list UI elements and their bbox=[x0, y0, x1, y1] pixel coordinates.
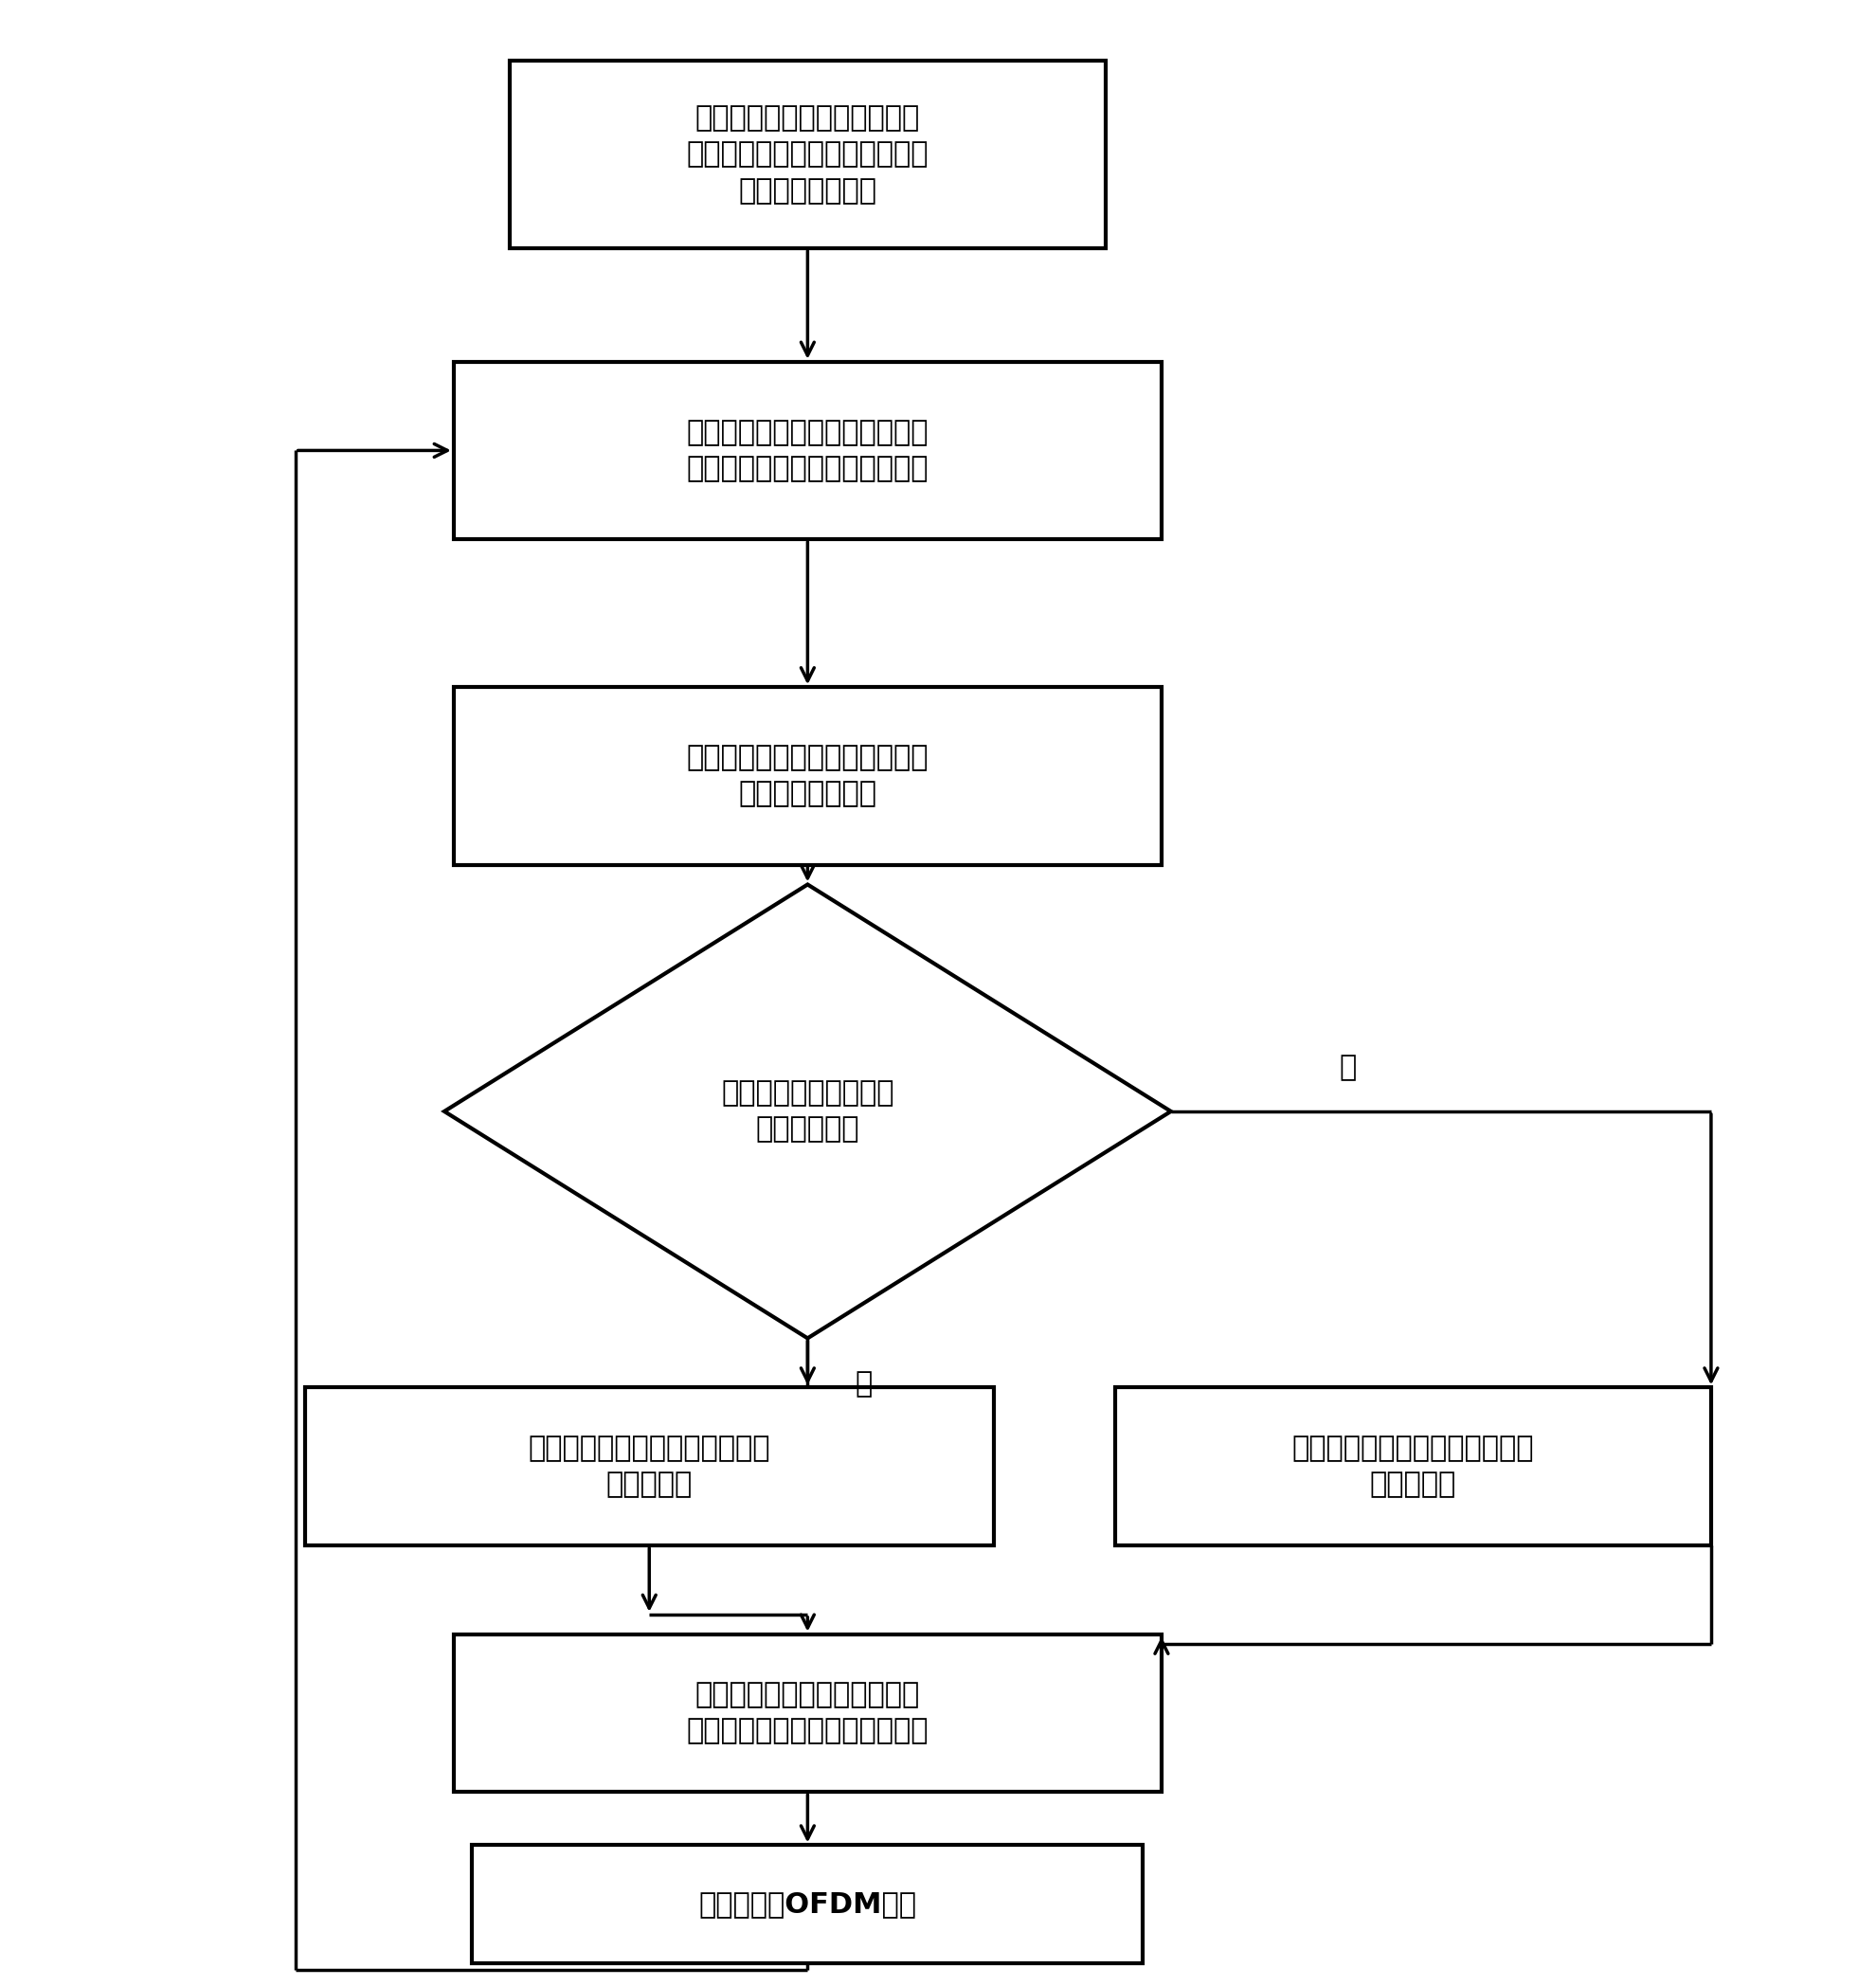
Bar bbox=[454, 687, 1161, 864]
Text: 根据访问概率向量进行时间估
计，根据时间估计进行频偏估计: 根据访问概率向量进行时间估 计，根据时间估计进行频偏估计 bbox=[687, 1682, 929, 1746]
Bar bbox=[304, 1388, 994, 1545]
Text: 选择同步参数估计的初始点，
将访问概率向量、移动点数和步
长因子参数初始化: 选择同步参数估计的初始点， 将访问概率向量、移动点数和步 长因子参数初始化 bbox=[687, 105, 929, 205]
Text: 获取下一个OFDM符号: 获取下一个OFDM符号 bbox=[698, 1891, 917, 1918]
Bar bbox=[1114, 1388, 1711, 1545]
Text: 用定步长方法更新访问概率向量
和步长因子: 用定步长方法更新访问概率向量 和步长因子 bbox=[1293, 1434, 1535, 1497]
Text: 判断移动方向与上次迭代是否相
同，更新移动点数: 判断移动方向与上次迭代是否相 同，更新移动点数 bbox=[687, 745, 929, 808]
Bar bbox=[473, 1845, 1142, 1964]
Bar bbox=[454, 361, 1161, 540]
Text: 用变步长方法更新访问概率向量
和步长因子: 用变步长方法更新访问概率向量 和步长因子 bbox=[529, 1434, 771, 1497]
Text: 访问概率向量的峰值是
否高于门限值: 访问概率向量的峰值是 否高于门限值 bbox=[720, 1080, 895, 1144]
Text: 将参考点和相邻点代入迭代价函
数，朝着该函数值大的方向移动: 将参考点和相邻点代入迭代价函 数，朝着该函数值大的方向移动 bbox=[687, 419, 929, 483]
Text: 否: 否 bbox=[1339, 1055, 1356, 1082]
Polygon shape bbox=[445, 884, 1171, 1339]
Bar bbox=[510, 62, 1105, 248]
Bar bbox=[454, 1634, 1161, 1791]
Text: 是: 是 bbox=[855, 1370, 872, 1398]
